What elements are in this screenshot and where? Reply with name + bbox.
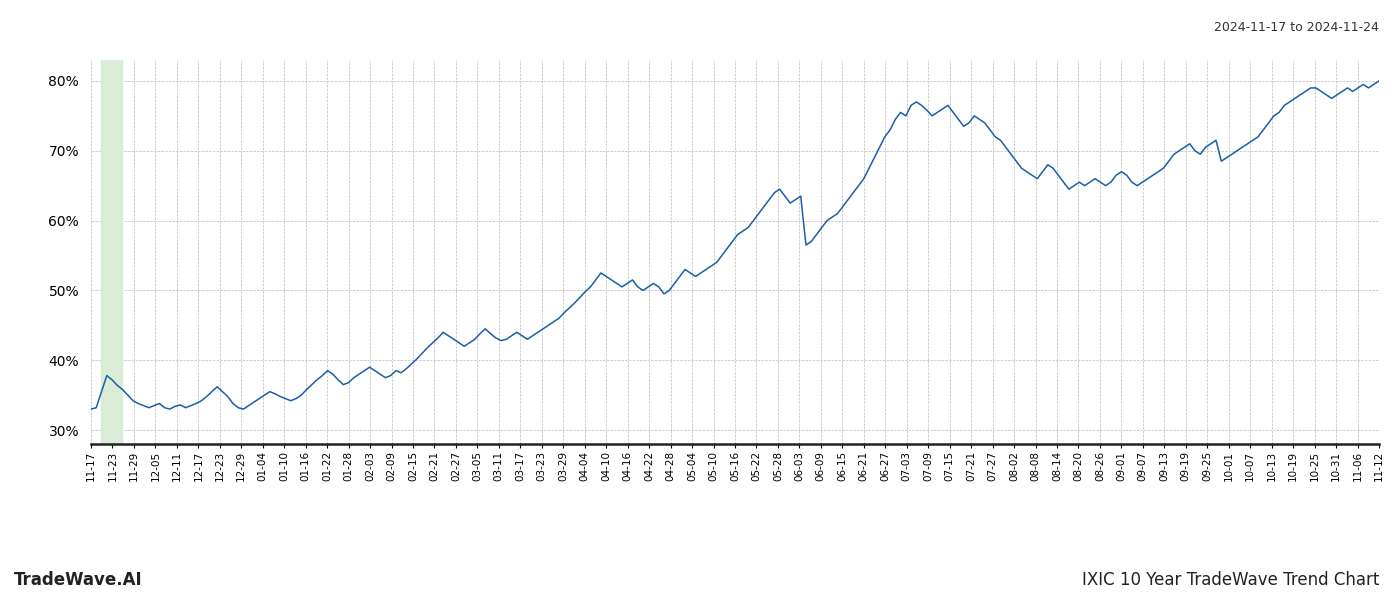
Text: IXIC 10 Year TradeWave Trend Chart: IXIC 10 Year TradeWave Trend Chart xyxy=(1082,571,1379,589)
Text: 2024-11-17 to 2024-11-24: 2024-11-17 to 2024-11-24 xyxy=(1214,21,1379,34)
Text: TradeWave.AI: TradeWave.AI xyxy=(14,571,143,589)
Bar xyxy=(101,60,122,444)
